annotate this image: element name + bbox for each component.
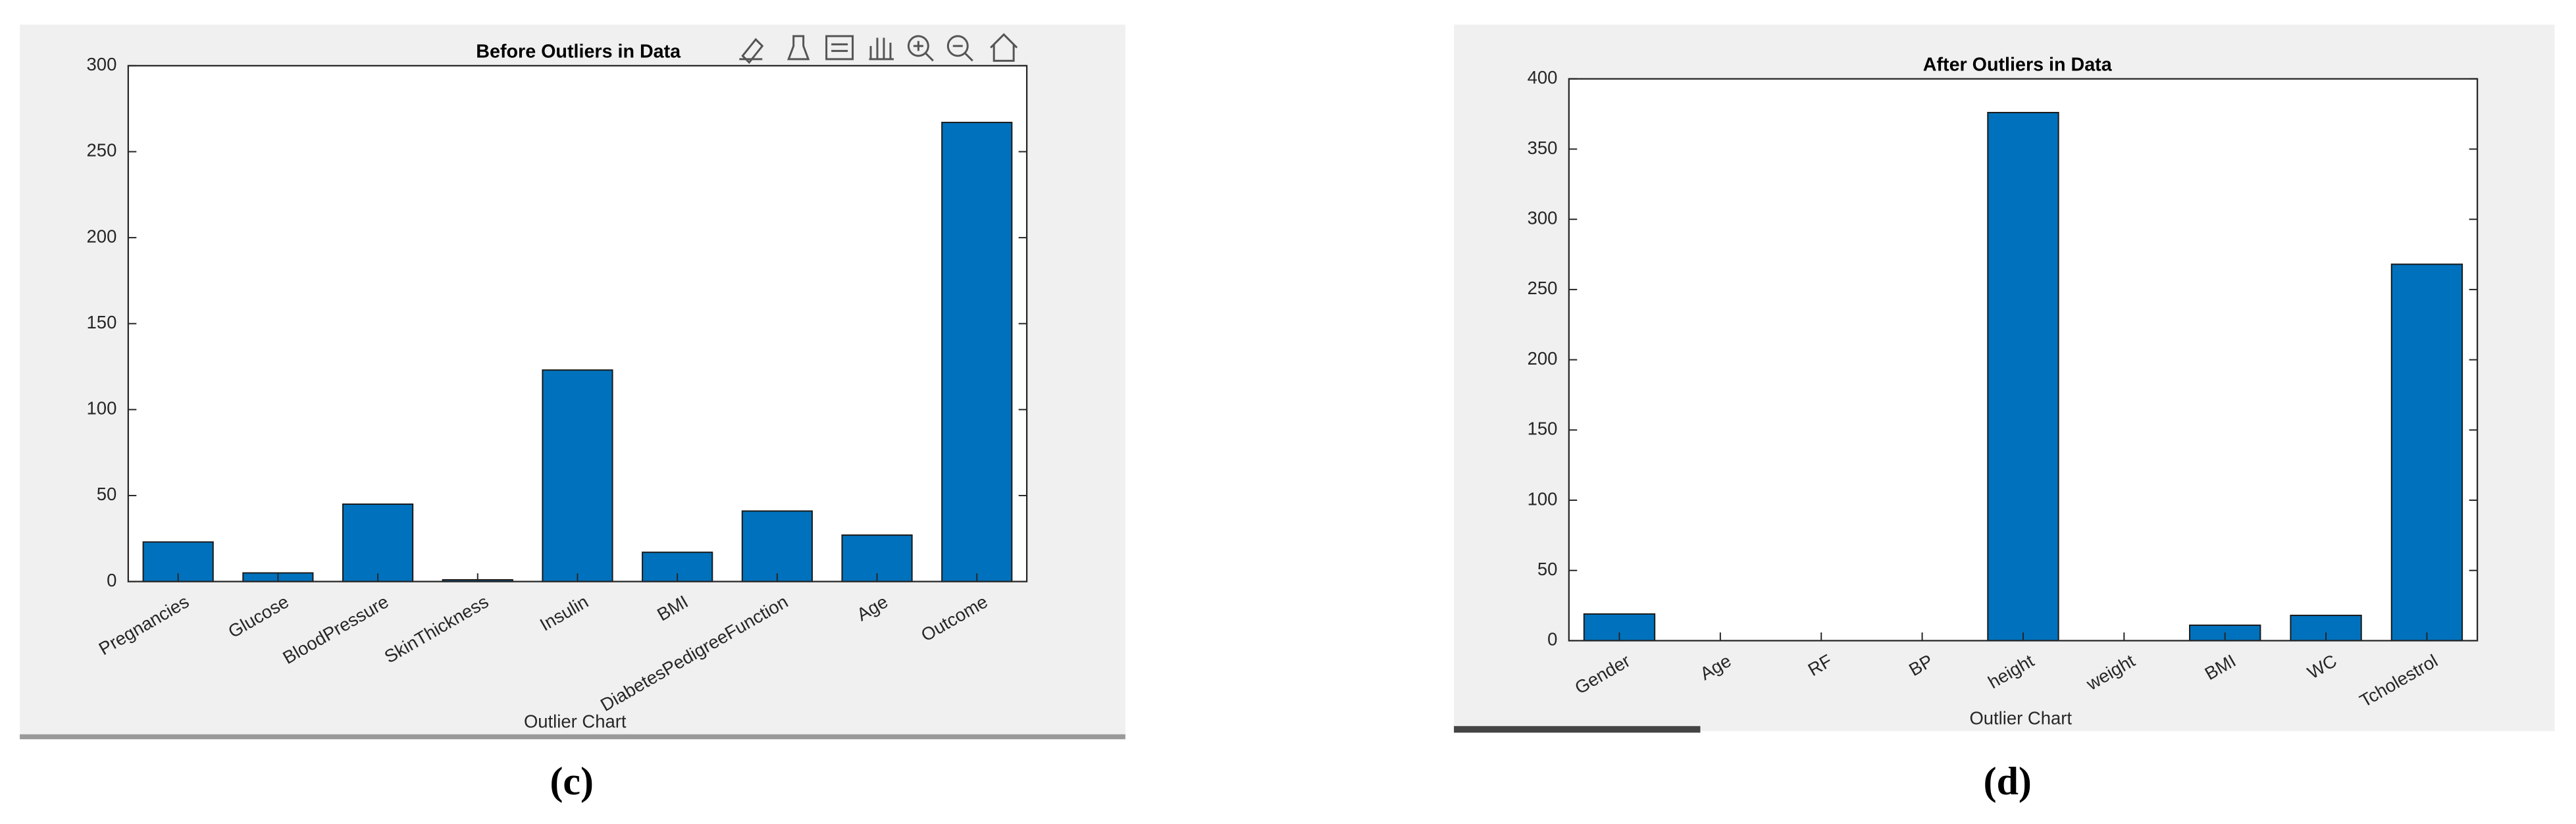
- home-icon[interactable]: [990, 33, 1018, 62]
- y-tick-label: 150: [87, 312, 117, 332]
- x-axis-label: Outlier Chart: [524, 711, 627, 731]
- y-tick-label: 100: [87, 398, 117, 419]
- zoom-in-detail[interactable]: [913, 41, 934, 62]
- bar: [342, 503, 414, 582]
- y-tick-label: 0: [1547, 629, 1557, 650]
- caption: (c): [550, 760, 593, 803]
- bar: [1987, 112, 2059, 642]
- toolbar: [739, 33, 1018, 64]
- zoom-in-icon[interactable]: [907, 35, 929, 57]
- y-tick-label: 200: [87, 226, 117, 246]
- y-tick-label: 250: [1528, 278, 1558, 298]
- pan-icon[interactable]: [869, 38, 894, 61]
- chart-title: Before Outliers in Data: [476, 41, 681, 62]
- bar: [941, 122, 1013, 582]
- brush-icon[interactable]: [739, 38, 764, 64]
- y-tick-label: 300: [1528, 207, 1558, 228]
- caption: (d): [1984, 760, 2032, 803]
- y-tick-label: 200: [1528, 348, 1558, 369]
- data-tip-icon[interactable]: [787, 35, 810, 61]
- y-tick-label: 150: [1528, 419, 1558, 439]
- y-tick-label: 350: [1528, 138, 1558, 158]
- y-tick-label: 300: [87, 54, 117, 74]
- chart-title: After Outliers in Data: [1923, 54, 2113, 75]
- y-tick-label: 100: [1528, 488, 1558, 509]
- axes-box: [127, 64, 1028, 582]
- zoom-out-icon[interactable]: [946, 35, 969, 57]
- y-tick-label: 250: [87, 140, 117, 161]
- y-tick-label: 50: [1537, 559, 1558, 579]
- panel-border: [1454, 726, 1701, 733]
- y-tick-label: 400: [1528, 67, 1558, 88]
- x-axis-label: Outlier Chart: [1969, 708, 2072, 729]
- legend-icon[interactable]: [825, 35, 854, 61]
- panel-border: [20, 734, 1125, 740]
- bar: [2390, 263, 2463, 642]
- y-tick-label: 0: [107, 570, 116, 590]
- y-tick-label: 50: [97, 484, 117, 504]
- bar: [542, 369, 613, 582]
- legend-icon-lines[interactable]: [831, 43, 848, 52]
- bar: [741, 510, 813, 582]
- zoom-out-detail[interactable]: [952, 45, 973, 62]
- axes-box: [1568, 78, 2479, 642]
